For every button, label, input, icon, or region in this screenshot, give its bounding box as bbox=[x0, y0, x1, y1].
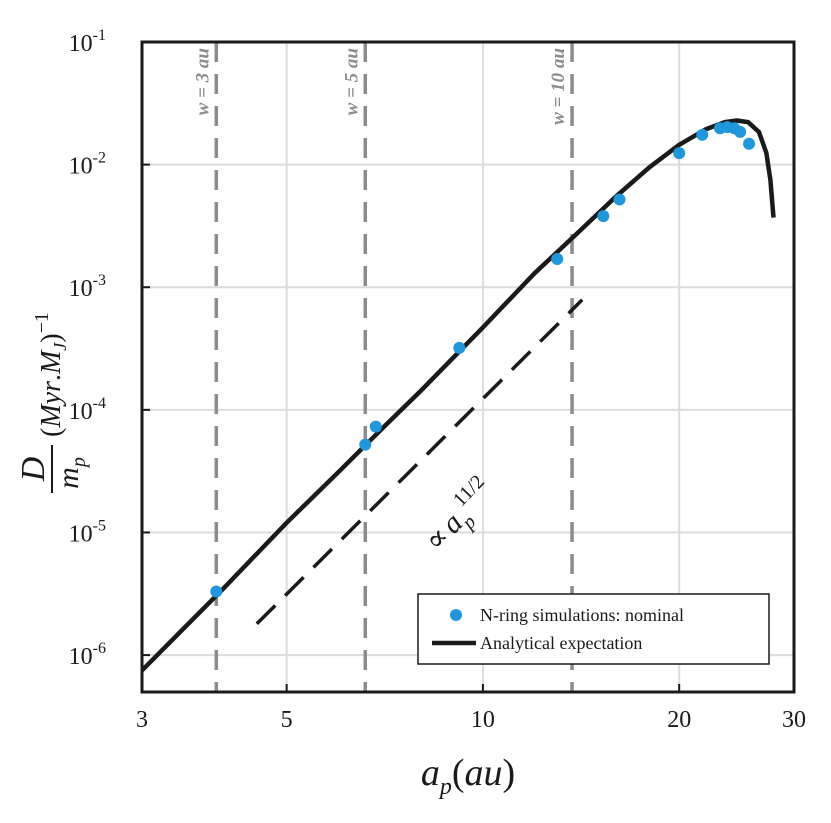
data-point bbox=[369, 420, 382, 433]
data-point bbox=[551, 252, 564, 265]
ticks-layer: 3 5 10 20 30 10-6 10-5 10-4 10-3 10-2 10-1 bbox=[69, 27, 806, 733]
legend-box bbox=[417, 593, 770, 665]
data-point bbox=[673, 147, 686, 160]
vertical-line-label: w = 3 au bbox=[192, 48, 213, 115]
y-tick-label: 10-6 bbox=[69, 640, 106, 670]
data-point bbox=[696, 128, 709, 141]
axis-labels-layer: ap(au) D mp (Myr.MJ)−1 bbox=[15, 312, 515, 800]
annotation-layer: ∝ap11/2 bbox=[415, 471, 505, 562]
data-point bbox=[453, 341, 466, 354]
power-law-annotation: ∝ap11/2 bbox=[415, 471, 505, 562]
x-tick-label: 3 bbox=[136, 707, 148, 733]
y-axis-label-denominator: mp bbox=[52, 457, 90, 489]
y-tick-label: 10-4 bbox=[69, 395, 106, 425]
x-tick-label: 10 bbox=[471, 707, 495, 733]
power-law-reference-line bbox=[255, 298, 584, 626]
y-tick-label: 10-3 bbox=[69, 272, 106, 302]
legend-marker-scatter bbox=[450, 609, 462, 621]
vertical-line-label: w = 5 au bbox=[341, 48, 362, 115]
plot-frame bbox=[140, 40, 796, 694]
vertical-lines-layer: w = 3 au w = 5 au w = 10 au bbox=[192, 42, 574, 692]
x-tick-label: 30 bbox=[782, 707, 806, 733]
vertical-line-label: w = 10 au bbox=[548, 48, 569, 125]
y-tick-label: 10-1 bbox=[69, 27, 106, 57]
data-point bbox=[210, 585, 223, 598]
legend: N-ring simulations: nominal Analytical ex… bbox=[417, 593, 770, 665]
y-tick-label: 10-2 bbox=[69, 150, 106, 180]
data-point bbox=[597, 210, 610, 223]
data-point bbox=[359, 438, 372, 451]
analytical-curve bbox=[140, 118, 776, 672]
y-tick-label: 10-5 bbox=[69, 517, 106, 547]
data-point bbox=[613, 193, 626, 206]
y-axis-label-numerator: D bbox=[15, 456, 52, 482]
x-tick-label: 20 bbox=[667, 707, 691, 733]
x-tick-label: 5 bbox=[281, 707, 293, 733]
y-axis-label-units: (Myr.MJ)−1 bbox=[31, 312, 70, 437]
legend-label: N-ring simulations: nominal bbox=[480, 605, 684, 625]
legend-label: Analytical expectation bbox=[480, 633, 642, 653]
data-point bbox=[734, 125, 747, 138]
data-point bbox=[743, 137, 756, 150]
series-layer bbox=[140, 118, 776, 672]
x-axis-label: ap(au) bbox=[421, 752, 515, 800]
